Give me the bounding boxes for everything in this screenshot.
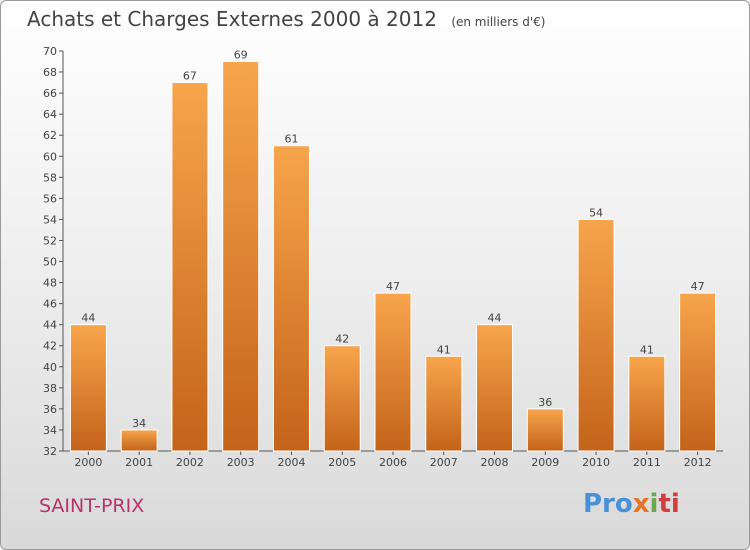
- x-tick-label: 2001: [125, 456, 153, 469]
- x-tick-label: 2004: [277, 456, 305, 469]
- bar-2007: [425, 355, 463, 452]
- bar-value-label: 47: [691, 280, 705, 293]
- bar-2001: [120, 429, 158, 452]
- chart-title-text: Achats et Charges Externes 2000 à 2012: [27, 7, 437, 31]
- y-tick-label: 48: [43, 277, 57, 290]
- y-tick-label: 62: [43, 129, 57, 142]
- chart-title: Achats et Charges Externes 2000 à 2012 (…: [27, 7, 545, 31]
- x-tick-label: 2002: [176, 456, 204, 469]
- bar-2005: [323, 345, 361, 452]
- bar-2004: [272, 145, 310, 452]
- y-tick-label: 54: [43, 213, 57, 226]
- y-tick-label: 58: [43, 171, 57, 184]
- y-tick-label: 34: [43, 424, 57, 437]
- x-tick-label: 2008: [481, 456, 509, 469]
- y-axis: 32 34 36 38 40 42 44 46 48 50 52 54 56 58 60 62 64 66 68 70: [43, 45, 64, 458]
- y-tick-label: 70: [43, 45, 57, 58]
- y-tick-label: 56: [43, 192, 57, 205]
- y-tick-label: 66: [43, 87, 57, 100]
- bar-2010: [577, 218, 615, 452]
- bar-value-label: 54: [589, 206, 603, 219]
- y-tick-label: 68: [43, 66, 57, 79]
- x-tick-label: 2003: [227, 456, 255, 469]
- y-tick-label: 44: [43, 319, 57, 332]
- bar-value-label: 44: [488, 312, 502, 325]
- bar-value-label: 61: [284, 133, 298, 146]
- bar-value-label: 41: [437, 343, 451, 356]
- bars-group: 44 34 67 69 61 42 47 41 44 36 54 41 47: [69, 49, 717, 452]
- y-tick-label: 60: [43, 150, 57, 163]
- bar-2011: [628, 355, 666, 452]
- y-tick-label: 64: [43, 108, 57, 121]
- bar-value-label: 69: [234, 49, 248, 62]
- x-tick-label: 2000: [74, 456, 102, 469]
- logo-part-2: x: [632, 489, 650, 519]
- y-tick-label: 52: [43, 234, 57, 247]
- bar-2012: [679, 292, 717, 452]
- bar-value-label: 42: [335, 333, 349, 346]
- y-tick-label: 40: [43, 361, 57, 374]
- y-tick-label: 38: [43, 382, 57, 395]
- bar-value-label: 41: [640, 343, 654, 356]
- x-tick-label: 2009: [531, 456, 559, 469]
- logo-part-1: Pro: [583, 489, 633, 519]
- bar-value-label: 67: [183, 70, 197, 83]
- logo-part-3: i: [649, 489, 659, 519]
- x-tick-label: 2005: [328, 456, 356, 469]
- x-tick-label: 2007: [430, 456, 458, 469]
- y-tick-label: 46: [43, 298, 57, 311]
- chart-unit: (en milliers d'€): [451, 15, 546, 29]
- bar-2009: [526, 408, 564, 452]
- bar-2003: [222, 61, 260, 452]
- bar-2000: [69, 324, 107, 452]
- x-tick-label: 2006: [379, 456, 407, 469]
- x-tick-label: 2010: [582, 456, 610, 469]
- bar-value-label: 34: [132, 417, 146, 430]
- bar-2006: [374, 292, 412, 452]
- x-tick-label: 2011: [633, 456, 661, 469]
- y-tick-label: 36: [43, 403, 57, 416]
- bar-value-label: 47: [386, 280, 400, 293]
- y-tick-label: 42: [43, 340, 57, 353]
- place-name: SAINT-PRIX: [39, 495, 145, 517]
- bar-2002: [171, 82, 209, 452]
- proxiti-logo: Proxiti: [583, 489, 680, 519]
- y-tick-label: 50: [43, 256, 57, 269]
- bar-value-label: 44: [81, 312, 95, 325]
- x-axis: 2000 2001 2002 2003 2004 2005 2006 2007 2008 2009…: [63, 450, 723, 469]
- y-tick-label: 32: [43, 445, 57, 458]
- x-tick-label: 2012: [684, 456, 712, 469]
- logo-part-4: ti: [658, 489, 680, 519]
- bar-2008: [476, 324, 514, 452]
- bar-value-label: 36: [538, 396, 552, 409]
